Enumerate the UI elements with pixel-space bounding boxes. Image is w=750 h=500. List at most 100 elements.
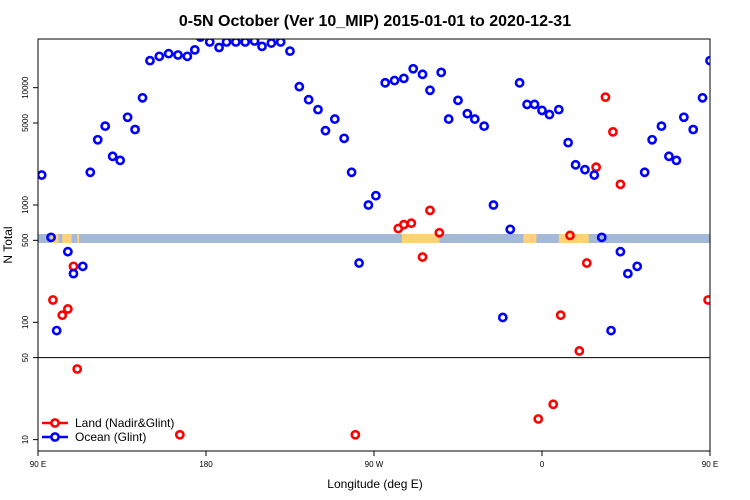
- data-point: [574, 346, 585, 356]
- data-point: [51, 325, 62, 336]
- data-point: [436, 67, 447, 78]
- land-segment: [723, 234, 732, 243]
- data-point: [727, 365, 734, 372]
- data-point: [294, 81, 305, 92]
- data-point: [497, 312, 508, 323]
- data-point: [204, 39, 215, 47]
- data-point: [718, 305, 725, 312]
- data-point: [100, 121, 111, 132]
- x-axis: 90 E 180 90 W 0 90 E: [30, 451, 718, 469]
- x-tick-label: 180: [199, 460, 213, 469]
- data-point: [46, 232, 56, 243]
- data-point: [671, 155, 682, 166]
- data-point: [189, 44, 200, 55]
- y-tick-label: 50: [21, 353, 30, 362]
- data-point: [48, 295, 58, 305]
- data-point: [703, 295, 710, 305]
- data-points: [38, 39, 734, 440]
- data-point: [565, 230, 575, 241]
- data-point: [632, 261, 643, 272]
- data-point: [313, 104, 323, 115]
- data-point: [548, 399, 559, 410]
- data-point: [555, 310, 566, 321]
- data-point: [62, 246, 73, 257]
- data-point: [346, 167, 357, 178]
- data-point: [329, 114, 340, 124]
- data-point: [716, 53, 723, 60]
- data-point: [122, 112, 133, 123]
- data-point: [130, 124, 140, 135]
- data-point: [589, 170, 600, 180]
- data-point: [434, 227, 445, 238]
- data-point: [417, 252, 428, 262]
- data-point: [214, 42, 224, 53]
- data-point: [62, 304, 73, 314]
- data-point: [553, 104, 564, 115]
- land-segment: [77, 234, 80, 243]
- y-tick-label: 10: [21, 435, 30, 444]
- data-point: [363, 200, 374, 210]
- y-tick-label: 100: [21, 315, 30, 329]
- land-segment: [402, 234, 440, 243]
- y-tick-label: 5000: [21, 114, 30, 132]
- data-point: [453, 95, 463, 106]
- data-point: [350, 429, 361, 440]
- data-point: [563, 137, 574, 148]
- data-point: [647, 134, 658, 145]
- y-tick-label: 500: [21, 233, 30, 247]
- x-tick-label: 90 W: [365, 460, 384, 469]
- data-point: [163, 48, 174, 59]
- data-point: [370, 190, 381, 201]
- data-point: [678, 112, 689, 123]
- y-axis-label: N Total: [1, 226, 15, 263]
- x-axis-label: Longitude (deg E): [327, 477, 422, 491]
- data-point: [425, 205, 435, 216]
- data-point: [443, 114, 454, 124]
- data-point: [462, 108, 473, 119]
- data-point: [570, 159, 581, 170]
- data-point: [182, 51, 193, 62]
- chart-title: 0-5N October (Ver 10_MIP) 2015-01-01 to …: [179, 13, 571, 30]
- data-point: [544, 109, 555, 120]
- data-point: [275, 39, 286, 47]
- land-segment: [712, 234, 719, 243]
- data-point: [257, 41, 267, 52]
- land-segment: [62, 234, 72, 243]
- data-point: [137, 92, 148, 103]
- data-point: [115, 155, 126, 166]
- data-point: [596, 232, 607, 243]
- data-point: [408, 63, 419, 74]
- legend-label: Ocean (Glint): [75, 430, 146, 444]
- data-point: [145, 55, 155, 66]
- data-point: [622, 268, 633, 279]
- data-point: [240, 39, 251, 47]
- data-point: [354, 258, 364, 268]
- data-point: [522, 99, 532, 110]
- data-point: [249, 39, 260, 46]
- data-point: [600, 92, 611, 103]
- data-point: [488, 200, 499, 210]
- water-strip: [38, 234, 710, 243]
- data-point: [380, 77, 391, 88]
- data-point: [107, 151, 118, 162]
- data-point: [723, 263, 730, 270]
- data-point: [529, 99, 540, 110]
- data-point: [725, 50, 732, 57]
- data-point: [221, 39, 232, 47]
- data-point: [425, 85, 435, 96]
- data-point: [406, 218, 417, 229]
- data-point: [77, 261, 88, 272]
- data-point: [580, 164, 590, 175]
- y-axis: 10 50 100 500 1000 5000 10000: [21, 76, 38, 444]
- data-point: [195, 39, 205, 42]
- data-point: [712, 312, 719, 319]
- data-point: [389, 75, 400, 86]
- data-point: [92, 134, 103, 145]
- data-point: [417, 69, 428, 80]
- data-point: [537, 105, 547, 116]
- legend-marker: [50, 418, 60, 428]
- data-point: [320, 125, 331, 136]
- data-point: [398, 73, 409, 84]
- data-point: [68, 268, 79, 279]
